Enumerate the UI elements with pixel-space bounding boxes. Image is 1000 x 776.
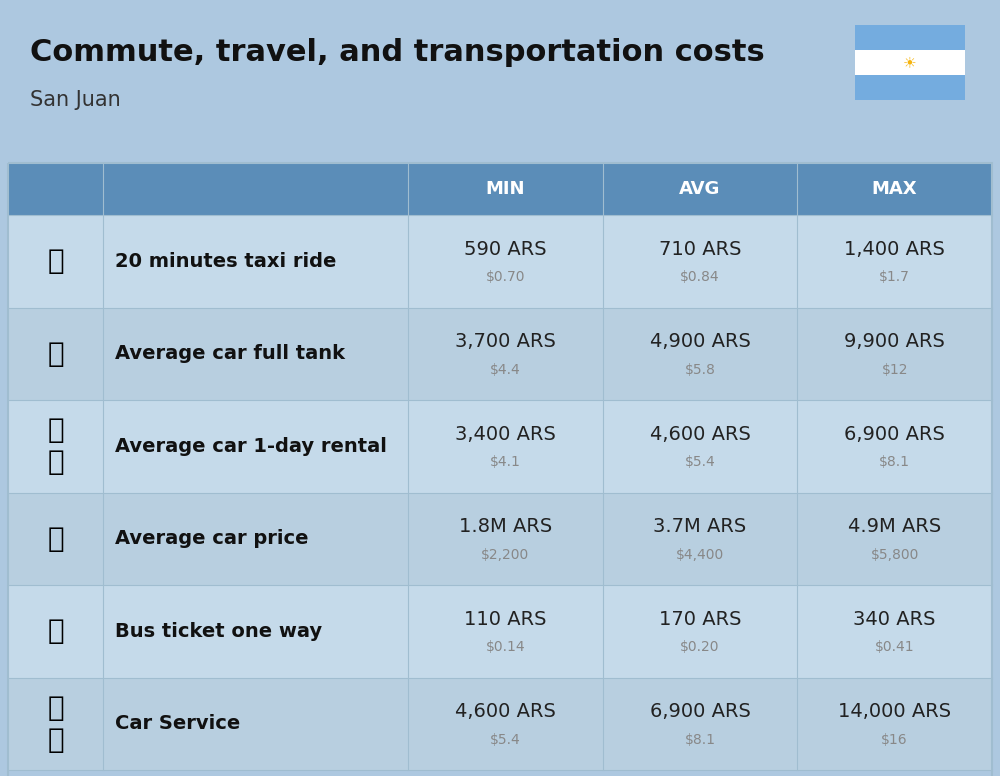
Text: MIN: MIN	[486, 180, 525, 198]
FancyBboxPatch shape	[8, 307, 103, 400]
FancyBboxPatch shape	[855, 50, 965, 75]
Text: $0.70: $0.70	[486, 270, 525, 284]
FancyBboxPatch shape	[8, 400, 992, 493]
Text: Average car price: Average car price	[115, 529, 308, 549]
Text: $2,200: $2,200	[481, 548, 529, 562]
Text: 1.8M ARS: 1.8M ARS	[459, 518, 552, 536]
Text: 3.7M ARS: 3.7M ARS	[653, 518, 747, 536]
Text: 6,900 ARS: 6,900 ARS	[844, 424, 945, 444]
Text: 110 ARS: 110 ARS	[464, 610, 547, 629]
FancyBboxPatch shape	[8, 677, 992, 770]
FancyBboxPatch shape	[855, 75, 965, 100]
Text: $4,400: $4,400	[676, 548, 724, 562]
FancyBboxPatch shape	[8, 585, 992, 677]
Text: Average car full tank: Average car full tank	[115, 345, 345, 363]
FancyBboxPatch shape	[8, 307, 992, 400]
Text: 1,400 ARS: 1,400 ARS	[844, 240, 945, 258]
Text: $12: $12	[881, 362, 908, 377]
FancyBboxPatch shape	[8, 215, 103, 307]
Text: $0.14: $0.14	[486, 640, 525, 654]
Text: 6,900 ARS: 6,900 ARS	[650, 702, 750, 721]
Text: 590 ARS: 590 ARS	[464, 240, 547, 258]
Text: 🚗: 🚗	[47, 525, 64, 553]
Text: Bus ticket one way: Bus ticket one way	[115, 622, 322, 641]
Text: $0.20: $0.20	[680, 640, 720, 654]
FancyBboxPatch shape	[8, 585, 103, 677]
Text: 170 ARS: 170 ARS	[659, 610, 741, 629]
Text: 3,700 ARS: 3,700 ARS	[455, 332, 556, 352]
FancyBboxPatch shape	[855, 25, 965, 100]
Text: $5.4: $5.4	[490, 733, 521, 747]
FancyBboxPatch shape	[8, 400, 103, 493]
Text: 🚕: 🚕	[47, 248, 64, 275]
Text: Commute, travel, and transportation costs: Commute, travel, and transportation cost…	[30, 38, 765, 67]
Text: $4.1: $4.1	[490, 456, 521, 469]
FancyBboxPatch shape	[8, 677, 103, 770]
Text: AVG: AVG	[679, 180, 721, 198]
Text: 3,400 ARS: 3,400 ARS	[455, 424, 556, 444]
Text: Average car 1-day rental: Average car 1-day rental	[115, 437, 387, 456]
Text: 340 ARS: 340 ARS	[853, 610, 936, 629]
Text: $16: $16	[881, 733, 908, 747]
Text: $0.41: $0.41	[875, 640, 914, 654]
FancyBboxPatch shape	[8, 163, 992, 215]
FancyBboxPatch shape	[8, 493, 103, 585]
Text: San Juan: San Juan	[30, 90, 121, 110]
Text: MAX: MAX	[872, 180, 917, 198]
Text: $0.84: $0.84	[680, 270, 720, 284]
Text: 9,900 ARS: 9,900 ARS	[844, 332, 945, 352]
Text: $8.1: $8.1	[684, 733, 716, 747]
Text: 14,000 ARS: 14,000 ARS	[838, 702, 951, 721]
Text: ⛽: ⛽	[47, 340, 64, 368]
FancyBboxPatch shape	[8, 215, 992, 307]
FancyBboxPatch shape	[855, 25, 965, 50]
Text: $5.4: $5.4	[685, 456, 715, 469]
Text: $5.8: $5.8	[685, 362, 715, 377]
Text: 🔧
🚗: 🔧 🚗	[47, 694, 64, 754]
Text: 🚌: 🚌	[47, 617, 64, 646]
Text: $8.1: $8.1	[879, 456, 910, 469]
Text: $1.7: $1.7	[879, 270, 910, 284]
Text: 4,600 ARS: 4,600 ARS	[650, 424, 750, 444]
Text: 4,900 ARS: 4,900 ARS	[650, 332, 750, 352]
FancyBboxPatch shape	[8, 493, 992, 585]
Text: 4.9M ARS: 4.9M ARS	[848, 518, 941, 536]
Text: 🔑
🚙: 🔑 🚙	[47, 416, 64, 476]
Text: 20 minutes taxi ride: 20 minutes taxi ride	[115, 251, 336, 271]
Text: ☀: ☀	[903, 55, 917, 70]
Text: 710 ARS: 710 ARS	[659, 240, 741, 258]
Text: $5,800: $5,800	[870, 548, 919, 562]
Text: $4.4: $4.4	[490, 362, 521, 377]
Text: 4,600 ARS: 4,600 ARS	[455, 702, 556, 721]
Text: Car Service: Car Service	[115, 714, 240, 733]
